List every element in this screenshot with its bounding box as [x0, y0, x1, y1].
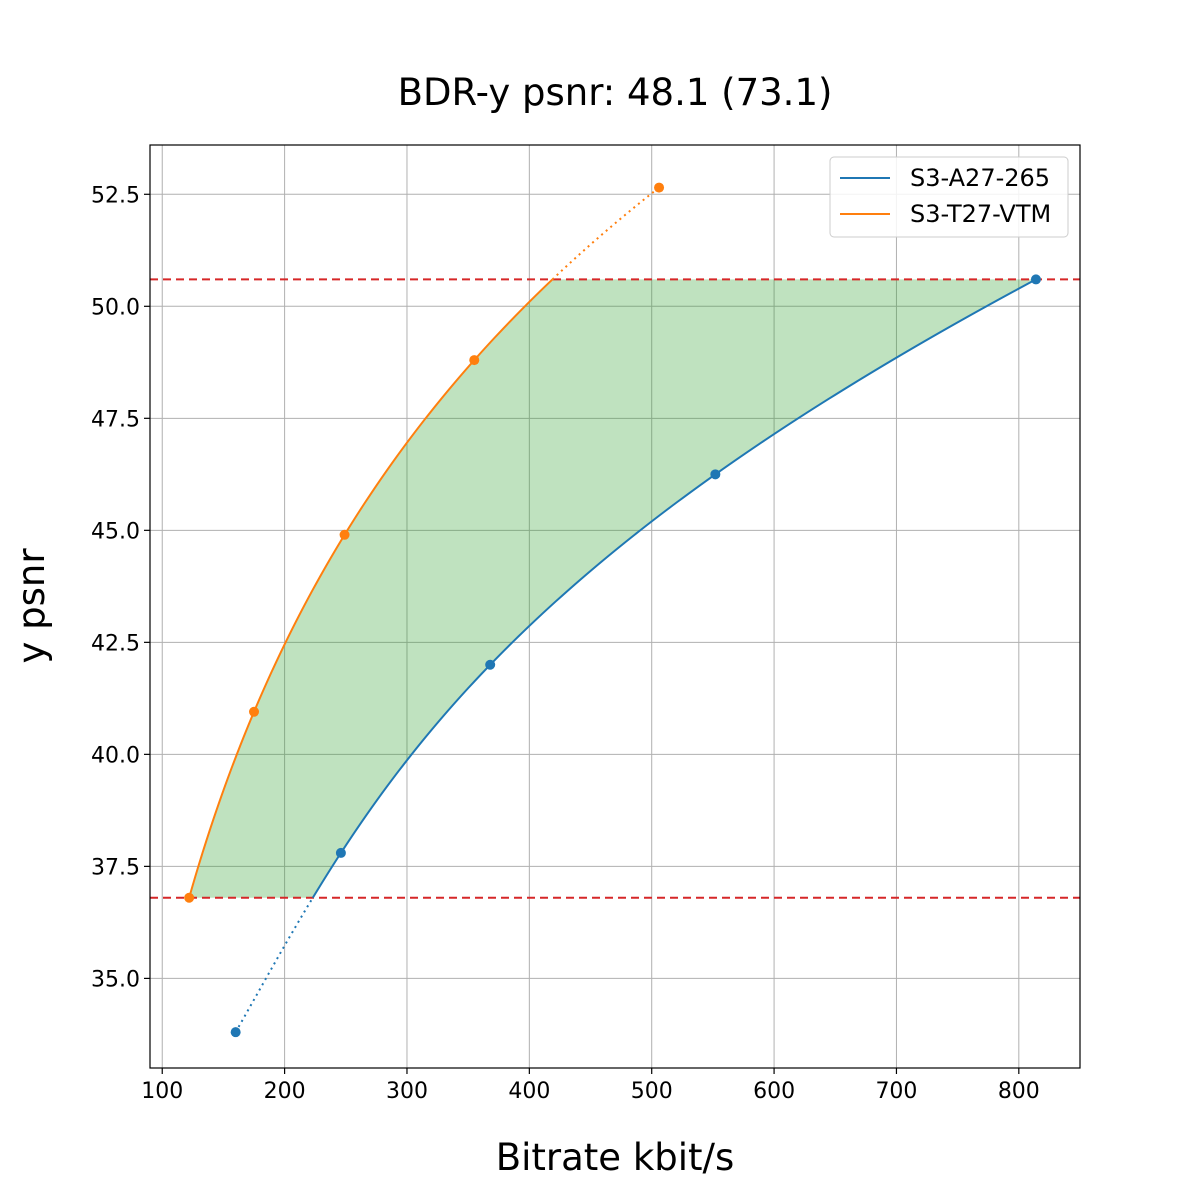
grid-lines	[150, 145, 1080, 1068]
y-tick-label: 50.0	[91, 295, 140, 320]
x-tick-label: 500	[631, 1079, 673, 1104]
legend-label-s3-t27-vtm: S3-T27-VTM	[910, 200, 1051, 228]
y-tick-label: 45.0	[91, 519, 140, 544]
reference-lines	[150, 278, 1080, 899]
data-point-s3-t27-vtm-0	[184, 892, 195, 903]
x-tick-label: 400	[508, 1079, 550, 1104]
bd-rate-fill-area	[189, 279, 1036, 898]
ticks: 100 200 300 400 500 600 700 800 35.0 37.5 40.0 42.5…	[91, 183, 1040, 1104]
data-point-s3-a27-265-0	[230, 1027, 241, 1038]
x-axis-label: Bitrate kbit/s	[496, 1136, 735, 1179]
data-point-s3-a27-265-1	[335, 847, 346, 858]
x-tick-label: 600	[753, 1079, 795, 1104]
series-extension-low-s3-a27-265	[234, 897, 314, 1033]
data-point-s3-a27-265-2	[485, 659, 496, 670]
data-point-s3-t27-vtm-4	[654, 182, 665, 193]
x-tick-label: 300	[386, 1079, 428, 1104]
x-tick-label: 100	[141, 1079, 183, 1104]
data-point-s3-a27-265-4	[1030, 274, 1041, 285]
y-axis-label: y psnr	[10, 548, 53, 664]
chart-title: BDR-y psnr: 48.1 (73.1)	[398, 71, 833, 114]
x-tick-label: 200	[264, 1079, 306, 1104]
y-tick-label: 52.5	[91, 183, 140, 208]
y-tick-label: 37.5	[91, 855, 140, 880]
x-tick-label: 700	[875, 1079, 917, 1104]
data-point-s3-a27-265-3	[710, 469, 721, 480]
y-tick-label: 35.0	[91, 967, 140, 992]
series-s3-a27-265	[230, 274, 1041, 1038]
x-tick-label: 800	[998, 1079, 1040, 1104]
series-line-s3-t27-vtm	[188, 278, 554, 899]
legend-label-s3-a27-265: S3-A27-265	[910, 164, 1050, 192]
series-line-s3-a27-265	[311, 278, 1037, 899]
series-s3-t27-vtm	[184, 182, 665, 903]
y-tick-label: 47.5	[91, 407, 140, 432]
y-tick-label: 40.0	[91, 743, 140, 768]
series-layer	[184, 182, 1041, 1038]
y-tick-label: 42.5	[91, 631, 140, 656]
legend: S3-A27-265 S3-T27-VTM	[829, 156, 1069, 238]
data-point-s3-t27-vtm-2	[339, 529, 350, 540]
plot-frame	[149, 144, 1081, 1069]
data-point-s3-t27-vtm-3	[469, 355, 480, 366]
fill-area-layer	[189, 279, 1036, 898]
data-point-s3-t27-vtm-1	[249, 706, 260, 717]
